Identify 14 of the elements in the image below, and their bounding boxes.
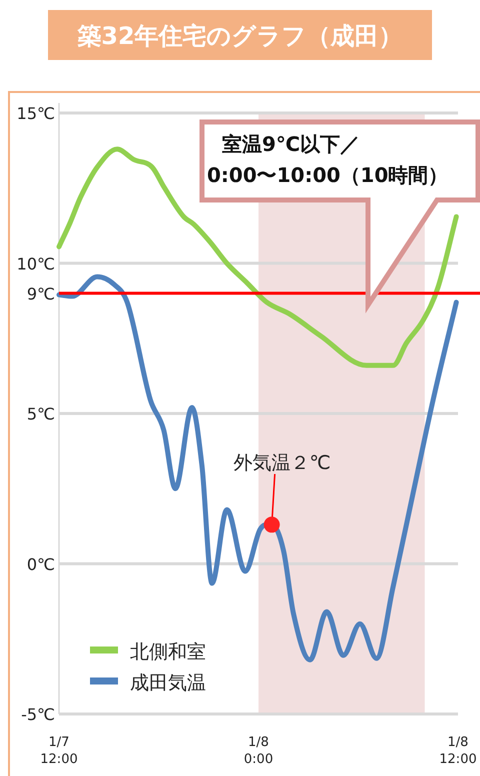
y-tick-label: 0℃ bbox=[26, 554, 55, 574]
legend-label: 北側和室 bbox=[130, 641, 206, 663]
y-tick-label: 15℃ bbox=[16, 104, 55, 123]
ref-line-label: 9℃ bbox=[26, 284, 55, 304]
annotation: 外気温２℃ bbox=[233, 452, 331, 474]
chart-title: 築32年住宅のグラフ（成田） bbox=[76, 22, 403, 50]
y-tick-label: -5℃ bbox=[21, 705, 55, 724]
legend-label: 成田気温 bbox=[130, 672, 206, 694]
annotation: 室温9℃以下／ 0:00〜10:00（10時間） bbox=[207, 132, 448, 187]
x-tick-label: 1/8 12:00 bbox=[439, 735, 477, 767]
y-tick-label: 5℃ bbox=[26, 404, 55, 424]
y-tick-label: 10℃ bbox=[16, 254, 55, 274]
x-tick-label: 1/8 0:00 bbox=[244, 735, 274, 767]
x-tick-label: 1/7 12:00 bbox=[40, 735, 78, 767]
